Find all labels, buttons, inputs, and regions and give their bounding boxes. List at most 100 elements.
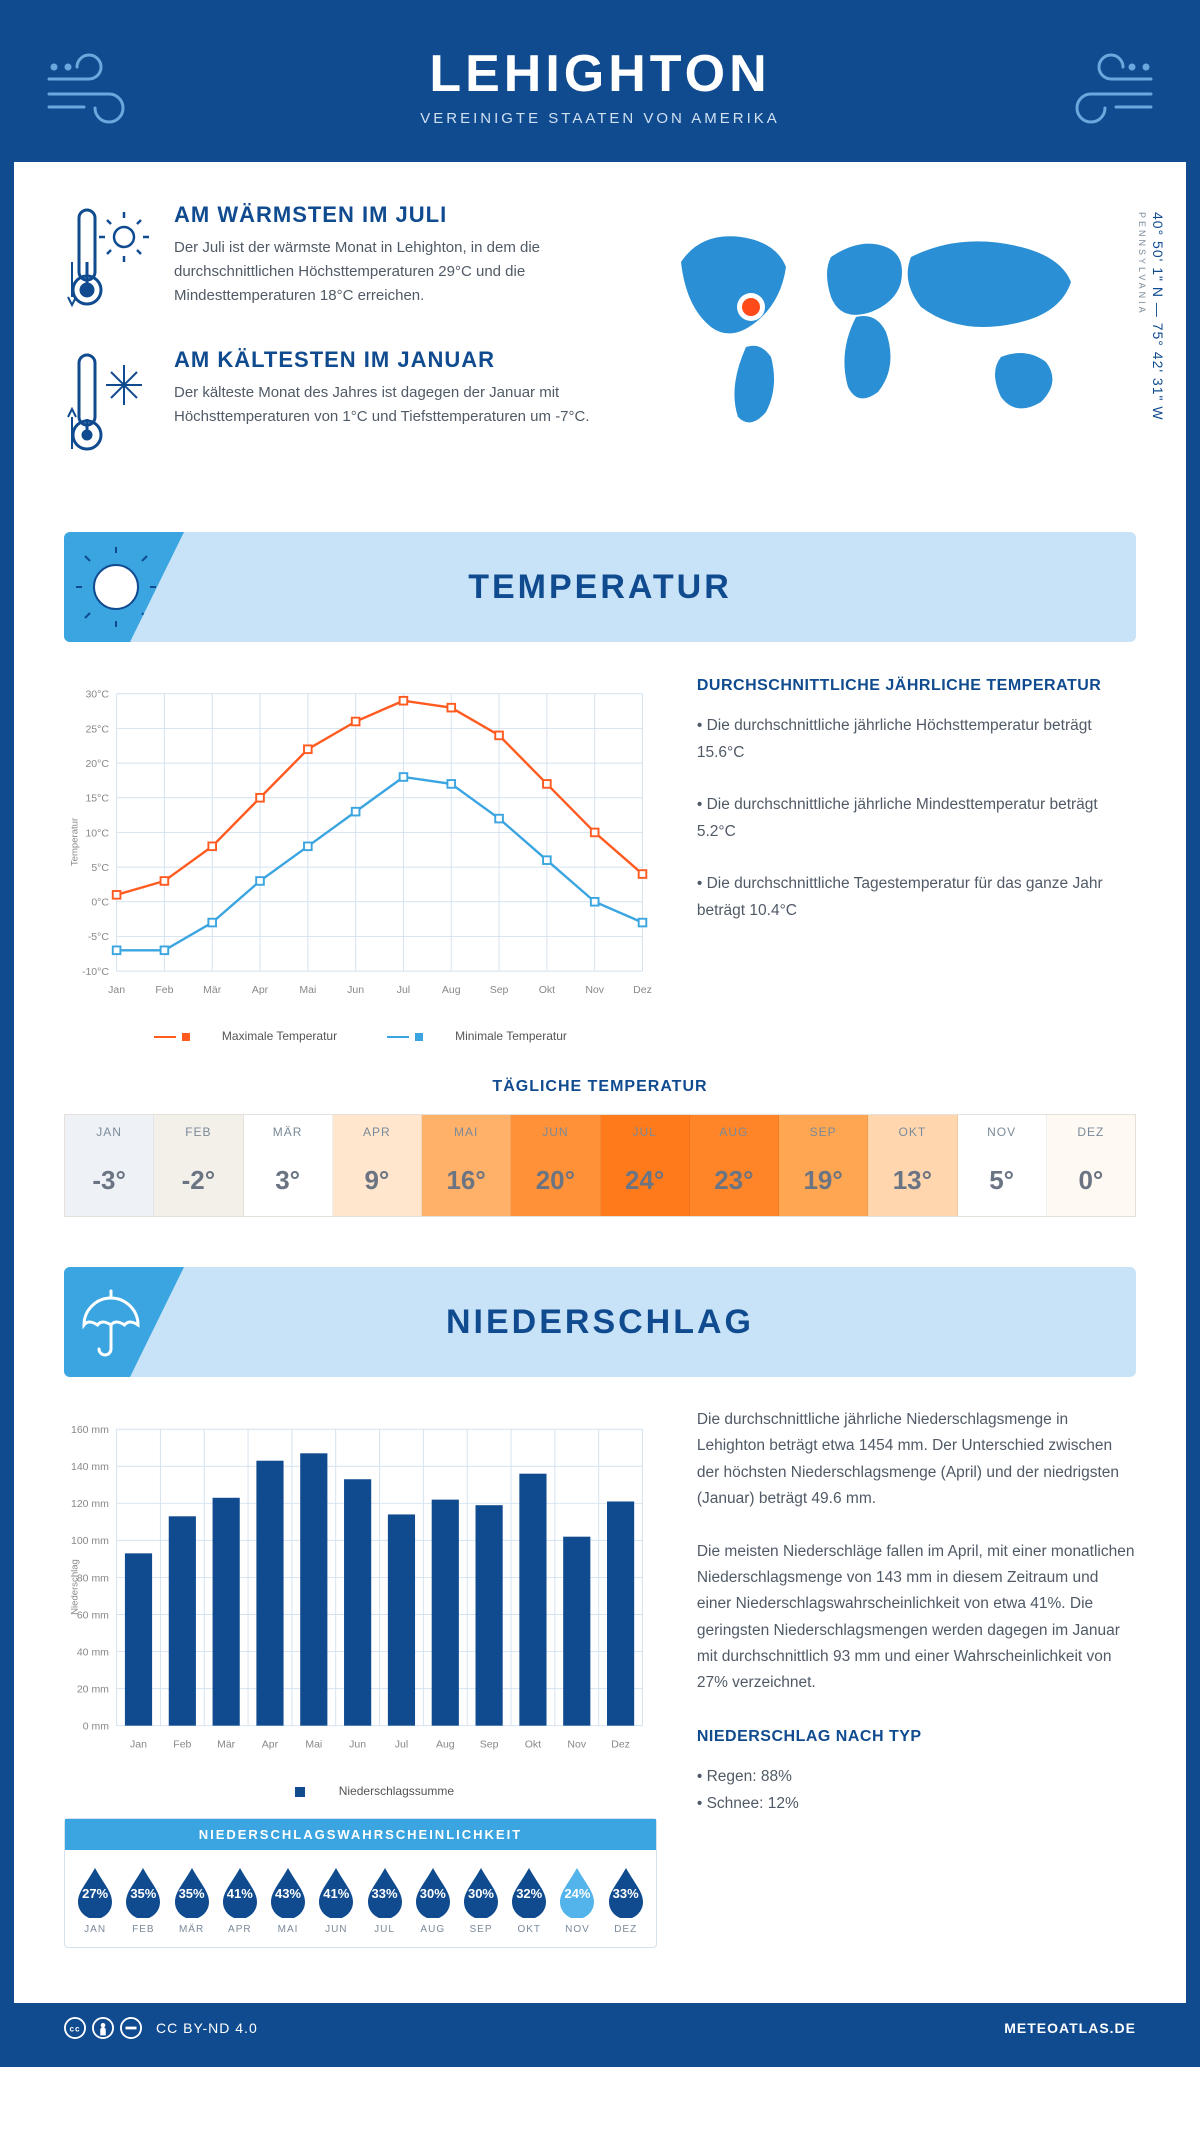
svg-text:5°C: 5°C (91, 862, 109, 874)
temperature-title: TEMPERATUR (468, 568, 732, 607)
svg-text:Mai: Mai (299, 984, 316, 996)
svg-text:80 mm: 80 mm (77, 1572, 109, 1584)
daily-temperature-table: JAN-3°FEB-2°MÄR3°APR9°MAI16°JUN20°JUL24°… (64, 1114, 1136, 1217)
temp-summary-l2: • Die durchschnittliche jährliche Mindes… (697, 792, 1136, 845)
daily-temp-cell: JUL24° (601, 1115, 690, 1216)
infographic-frame: LEHIGHTON VEREINIGTE STAATEN VON AMERIKA… (0, 0, 1200, 2067)
svg-text:Feb: Feb (173, 1739, 191, 1751)
daily-temp-cell: JAN-3° (65, 1115, 154, 1216)
footer: cc CC BY-ND 4.0 METEOATLAS.DE (14, 2003, 1186, 2053)
svg-text:Sep: Sep (480, 1739, 499, 1751)
svg-text:0°C: 0°C (91, 897, 109, 909)
wind-icon (1046, 49, 1156, 134)
temp-summary-l1: • Die durchschnittliche jährliche Höchst… (697, 713, 1136, 766)
svg-text:Aug: Aug (442, 984, 461, 996)
temperature-chart-row: -10°C-5°C0°C5°C10°C15°C20°C25°C30°CJanFe… (64, 672, 1136, 1043)
svg-text:20 mm: 20 mm (77, 1683, 109, 1695)
prob-cell: 33%DEZ (602, 1866, 650, 1935)
temp-summary-l3: • Die durchschnittliche Tagestemperatur … (697, 871, 1136, 924)
precipitation-title: NIEDERSCHLAG (446, 1303, 754, 1342)
city-title: LEHIGHTON (34, 44, 1166, 104)
precip-text-2: Die meisten Niederschläge fallen im Apri… (697, 1539, 1136, 1697)
prob-title: NIEDERSCHLAGSWAHRSCHEINLICHKEIT (65, 1819, 656, 1850)
coldest-block: AM KÄLTESTEN IM JANUAR Der kälteste Mona… (64, 347, 621, 462)
daily-temp-cell: FEB-2° (154, 1115, 243, 1216)
prob-cell: 30%AUG (409, 1866, 457, 1935)
svg-text:Jul: Jul (397, 984, 410, 996)
prob-cell: 32%OKT (505, 1866, 553, 1935)
daily-temp-cell: AUG23° (690, 1115, 779, 1216)
warmest-block: AM WÄRMSTEN IM JULI Der Juli ist der wär… (64, 202, 621, 317)
svg-text:Jun: Jun (347, 984, 364, 996)
daily-temp-cell: DEZ0° (1047, 1115, 1135, 1216)
precip-by-type-title: NIEDERSCHLAG NACH TYP (697, 1723, 1136, 1750)
thermometer-sun-icon (64, 202, 154, 317)
svg-text:20°C: 20°C (85, 758, 109, 770)
temp-summary-title: DURCHSCHNITTLICHE JÄHRLICHE TEMPERATUR (697, 672, 1136, 699)
precipitation-bar-chart: 0 mm 20 mm 40 mm 60 mm 80 mm 100 mm 120 mm 140 … (64, 1407, 657, 1767)
svg-text:0 mm: 0 mm (83, 1720, 110, 1732)
temperature-section-header: TEMPERATUR (64, 532, 1136, 642)
svg-text:Feb: Feb (155, 984, 173, 996)
svg-text:15°C: 15°C (85, 793, 109, 805)
svg-text:Mär: Mär (203, 984, 222, 996)
umbrella-icon (64, 1267, 184, 1377)
site-name: METEOATLAS.DE (1004, 2020, 1136, 2036)
svg-text:Sep: Sep (490, 984, 509, 996)
prob-cell: 41%JUN (312, 1866, 360, 1935)
precip-text-1: Die durchschnittliche jährliche Niedersc… (697, 1407, 1136, 1512)
svg-text:60 mm: 60 mm (77, 1609, 109, 1621)
header: LEHIGHTON VEREINIGTE STAATEN VON AMERIKA (14, 14, 1186, 162)
daily-temp-cell: APR9° (333, 1115, 422, 1216)
world-map (651, 202, 1136, 437)
svg-text:Mär: Mär (217, 1739, 236, 1751)
daily-temp-cell: OKT13° (868, 1115, 957, 1216)
svg-text:140 mm: 140 mm (71, 1461, 109, 1473)
svg-text:Niederschlag: Niederschlag (69, 1559, 80, 1615)
svg-text:Nov: Nov (567, 1739, 586, 1751)
svg-text:Jan: Jan (108, 984, 125, 996)
daily-temp-title: TÄGLICHE TEMPERATUR (64, 1078, 1136, 1096)
warmest-text: Der Juli ist der wärmste Monat in Lehigh… (174, 236, 621, 308)
prob-cell: 30%SEP (457, 1866, 505, 1935)
svg-text:120 mm: 120 mm (71, 1498, 109, 1510)
coldest-text: Der kälteste Monat des Jahres ist dagege… (174, 381, 621, 429)
prob-cell: 41%APR (216, 1866, 264, 1935)
precip-by-type-2: • Schnee: 12% (697, 1791, 1136, 1817)
svg-text:Jul: Jul (395, 1739, 408, 1751)
svg-text:Dez: Dez (611, 1739, 630, 1751)
daily-temp-cell: SEP19° (779, 1115, 868, 1216)
temp-chart-legend: Maximale Temperatur Minimale Temperatur (64, 1029, 657, 1043)
prob-cell: 43%MAI (264, 1866, 312, 1935)
svg-text:Nov: Nov (585, 984, 604, 996)
precip-chart-legend: Niederschlagssumme (64, 1784, 657, 1798)
svg-text:-5°C: -5°C (88, 931, 110, 943)
precip-chart-row: 0 mm 20 mm 40 mm 60 mm 80 mm 100 mm 120 mm 140 … (64, 1407, 1136, 1948)
svg-text:Dez: Dez (633, 984, 652, 996)
svg-text:-10°C: -10°C (82, 966, 109, 978)
svg-text:40 mm: 40 mm (77, 1646, 109, 1658)
coldest-title: AM KÄLTESTEN IM JANUAR (174, 347, 621, 373)
license: cc CC BY-ND 4.0 (64, 2017, 258, 2039)
svg-text:10°C: 10°C (85, 827, 109, 839)
svg-text:Mai: Mai (305, 1739, 322, 1751)
country-subtitle: VEREINIGTE STAATEN VON AMERIKA (34, 110, 1166, 127)
daily-temp-cell: MAI16° (422, 1115, 511, 1216)
prob-cell: 35%FEB (119, 1866, 167, 1935)
svg-text:cc: cc (69, 2025, 80, 2034)
thermometer-snow-icon (64, 347, 154, 462)
prob-cell: 33%JUL (360, 1866, 408, 1935)
temperature-line-chart: -10°C-5°C0°C5°C10°C15°C20°C25°C30°CJanFe… (64, 672, 657, 1012)
daily-temp-cell: MÄR3° (244, 1115, 333, 1216)
svg-text:100 mm: 100 mm (71, 1535, 109, 1547)
daily-temp-cell: JUN20° (511, 1115, 600, 1216)
sun-icon (64, 532, 184, 642)
svg-text:Jan: Jan (130, 1739, 147, 1751)
content: AM WÄRMSTEN IM JULI Der Juli ist der wär… (14, 162, 1186, 2003)
intro-row: AM WÄRMSTEN IM JULI Der Juli ist der wär… (64, 202, 1136, 492)
svg-text:Apr: Apr (262, 1739, 279, 1751)
daily-temp-cell: NOV5° (958, 1115, 1047, 1216)
svg-text:Aug: Aug (436, 1739, 455, 1751)
svg-text:25°C: 25°C (85, 723, 109, 735)
svg-text:Temperatur: Temperatur (69, 817, 80, 866)
